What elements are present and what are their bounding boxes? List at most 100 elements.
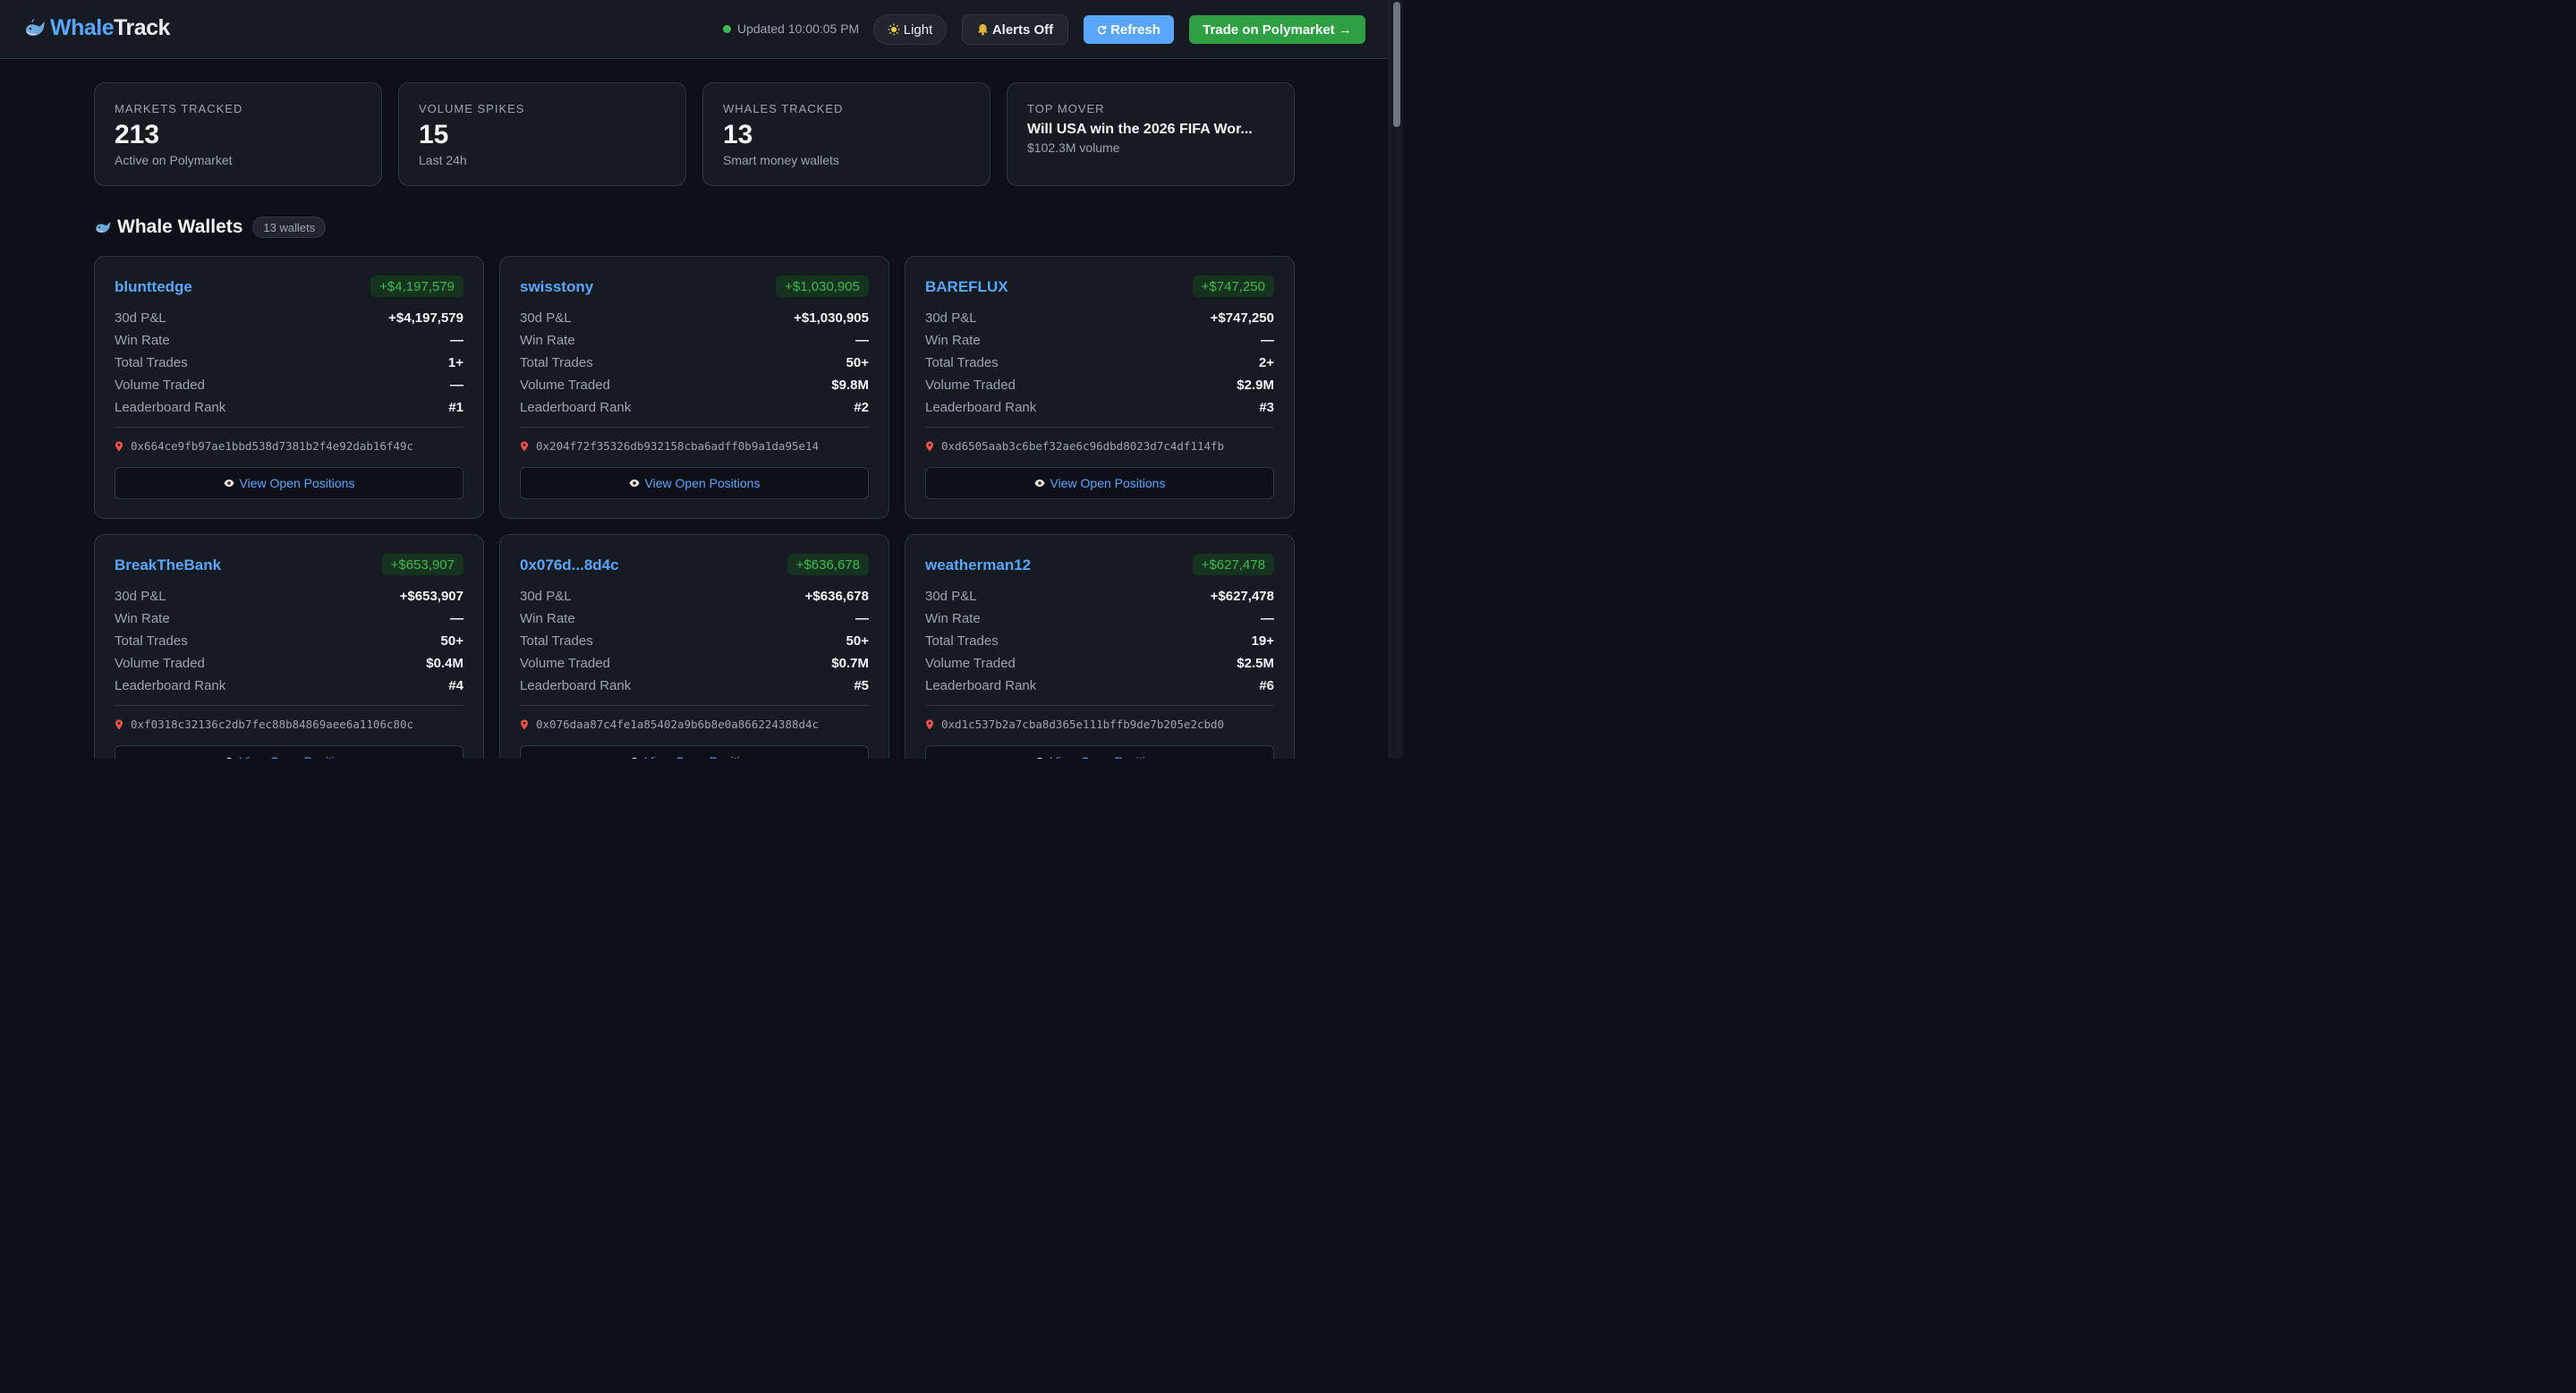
view-open-positions-button[interactable]: View Open Positions: [115, 467, 463, 499]
divider: [520, 427, 869, 428]
theme-toggle-label: Light: [903, 21, 933, 38]
wallet-stat-label: 30d P&L: [925, 310, 977, 326]
view-open-positions-button[interactable]: View Open Positions: [115, 745, 463, 759]
wallet-address-text: 0xd6505aab3c6bef32ae6c96dbd8023d7c4df114…: [941, 439, 1225, 453]
wallet-stat-label: Total Trades: [925, 633, 999, 649]
wallet-stat-label: Win Rate: [520, 333, 575, 348]
pnl-badge: +$627,478: [1192, 554, 1274, 575]
divider: [925, 427, 1274, 428]
wallet-stat-label: Win Rate: [115, 611, 170, 626]
wallet-card: BAREFLUX +$747,250 30d P&L +$747,250 Win Rat…: [905, 256, 1295, 519]
trade-on-polymarket-button[interactable]: Trade on Polymarket →: [1189, 15, 1365, 44]
wallet-stat-row-total-trades: Total Trades 19+: [925, 630, 1274, 652]
brand-logo[interactable]: WhaleTrack: [23, 15, 170, 41]
wallet-stat-value: 2+: [1258, 355, 1274, 370]
view-open-positions-button[interactable]: View Open Positions: [925, 467, 1274, 499]
whale-icon: [96, 221, 111, 234]
divider: [925, 705, 1274, 706]
view-open-positions-label: View Open Positions: [239, 476, 355, 490]
theme-toggle-button[interactable]: Light: [873, 14, 947, 45]
brand-name-part1: Whale: [50, 15, 115, 40]
wallet-stat-row-total-trades: Total Trades 50+: [115, 630, 463, 652]
eye-icon: [629, 480, 640, 487]
wallet-stat-value: —: [450, 611, 463, 626]
wallet-address-text: 0x664ce9fb97ae1bbd538d7381b2f4e92dab16f4…: [131, 439, 414, 453]
trade-label: Trade on Polymarket →: [1203, 21, 1352, 38]
wallet-stat-row-win-rate: Win Rate —: [115, 607, 463, 630]
top-mover-market-title[interactable]: Will USA win the 2026 FIFA Wor...: [1027, 122, 1253, 137]
divider: [115, 427, 463, 428]
stat-subtitle: Smart money wallets: [723, 153, 839, 167]
wallet-stat-value: #1: [448, 400, 463, 415]
top-bar: WhaleTrack Updated 10:00:05 PM Light: [0, 0, 1389, 59]
wallet-stat-value: #3: [1259, 400, 1274, 415]
wallet-address[interactable]: 0xf0318c32136c2db7fec88b84869aee6a1106c8…: [115, 718, 413, 731]
wallet-stat-label: Win Rate: [925, 333, 981, 348]
wallet-stat-label: Leaderboard Rank: [115, 400, 226, 415]
wallet-address[interactable]: 0x664ce9fb97ae1bbd538d7381b2f4e92dab16f4…: [115, 439, 413, 453]
wallet-stat-value: +$747,250: [1210, 310, 1274, 326]
view-open-positions-button[interactable]: View Open Positions: [520, 745, 869, 759]
wallet-stat-row-win-rate: Win Rate —: [925, 607, 1274, 630]
wallet-card: blunttedge +$4,197,579 30d P&L +$4,197,579 W…: [94, 256, 484, 519]
wallet-stat-row-volume-traded: Volume Traded —: [115, 374, 463, 396]
stat-value: 15: [419, 120, 449, 149]
wallet-card: BreakTheBank +$653,907 30d P&L +$653,907 Win…: [94, 534, 484, 759]
stat-card-volume-spikes: Volume Spikes 15 Last 24h: [398, 82, 686, 186]
wallet-stat-label: Win Rate: [520, 611, 575, 626]
wallet-address[interactable]: 0xd1c537b2a7cba8d365e111bffb9de7b205e2cb…: [925, 718, 1224, 731]
wallet-stat-row-leaderboard-rank: Leaderboard Rank #6: [925, 675, 1274, 697]
pin-icon: [521, 441, 528, 451]
pnl-badge: +$4,197,579: [370, 276, 463, 297]
wallet-stats: 30d P&L +$653,907 Win Rate — Total Trades 50+…: [115, 585, 463, 697]
wallet-stat-value: #5: [854, 678, 869, 693]
wallet-stat-row-volume-traded: Volume Traded $2.9M: [925, 374, 1274, 396]
wallet-stat-value: —: [1261, 333, 1274, 348]
wallet-stat-value: +$1,030,905: [794, 310, 869, 326]
wallet-stat-row-win-rate: Win Rate —: [520, 607, 869, 630]
stat-value: 213: [115, 120, 160, 149]
wallet-address-text: 0xf0318c32136c2db7fec88b84869aee6a1106c8…: [131, 718, 414, 731]
wallet-stat-value: 19+: [1251, 633, 1274, 649]
status-text: Updated 10:00:05 PM: [737, 21, 860, 36]
refresh-button[interactable]: Refresh: [1084, 15, 1174, 44]
wallet-card: 0x076d...8d4c +$636,678 30d P&L +$636,678 Wi…: [499, 534, 889, 759]
wallet-name-link[interactable]: 0x076d...8d4c: [520, 556, 619, 573]
wallet-stat-value: $2.5M: [1237, 656, 1274, 671]
view-open-positions-button[interactable]: View Open Positions: [520, 467, 869, 499]
view-open-positions-label: View Open Positions: [1050, 754, 1166, 759]
wallet-address[interactable]: 0x076daa87c4fe1a85402a9b6b8e0a866224388d…: [520, 718, 819, 731]
wallet-address[interactable]: 0x204f72f35326db932158cba6adff0b9a1da95e…: [520, 439, 819, 453]
wallet-name-link[interactable]: blunttedge: [115, 278, 192, 295]
wallet-stat-value: —: [450, 378, 463, 393]
wallet-stat-label: Win Rate: [115, 333, 170, 348]
wallet-name-link[interactable]: swisstony: [520, 278, 594, 295]
pnl-badge: +$747,250: [1192, 276, 1274, 297]
refresh-icon: [1097, 25, 1107, 34]
wallet-stat-row-total-trades: Total Trades 50+: [520, 352, 869, 374]
wallet-stats: 30d P&L +$1,030,905 Win Rate — Total Trades 5…: [520, 307, 869, 419]
whale-icon: [26, 18, 45, 36]
view-open-positions-label: View Open Positions: [1050, 476, 1166, 490]
wallet-address-text: 0x204f72f35326db932158cba6adff0b9a1da95e…: [536, 439, 820, 453]
wallet-address[interactable]: 0xd6505aab3c6bef32ae6c96dbd8023d7c4df114…: [925, 439, 1224, 453]
wallet-stat-row-volume-traded: Volume Traded $9.8M: [520, 374, 869, 396]
alerts-toggle-button[interactable]: Alerts Off: [962, 14, 1068, 45]
wallet-stat-value: #2: [854, 400, 869, 415]
wallet-stat-row-pnl: 30d P&L +$1,030,905: [520, 307, 869, 329]
page-scrollbar[interactable]: [1389, 0, 1403, 759]
view-open-positions-button[interactable]: View Open Positions: [925, 745, 1274, 759]
wallet-name-link[interactable]: weatherman12: [925, 556, 1032, 573]
wallet-stat-label: Leaderboard Rank: [925, 678, 1037, 693]
page: WhaleTrack Updated 10:00:05 PM Light: [0, 0, 1403, 759]
wallet-name-link[interactable]: BreakTheBank: [115, 556, 222, 573]
wallet-stat-label: Total Trades: [115, 355, 188, 370]
scrollbar-thumb[interactable]: [1393, 2, 1400, 127]
stat-card-top-mover[interactable]: Top Mover Will USA win the 2026 FIFA Wor…: [1007, 82, 1295, 186]
wallet-stat-label: 30d P&L: [115, 310, 166, 326]
stat-subtitle: Last 24h: [419, 153, 467, 167]
wallet-stat-label: Total Trades: [520, 633, 593, 649]
wallet-stat-label: Volume Traded: [925, 378, 1016, 393]
stat-label: Whales Tracked: [723, 102, 844, 115]
wallet-name-link[interactable]: BAREFLUX: [925, 278, 1008, 295]
